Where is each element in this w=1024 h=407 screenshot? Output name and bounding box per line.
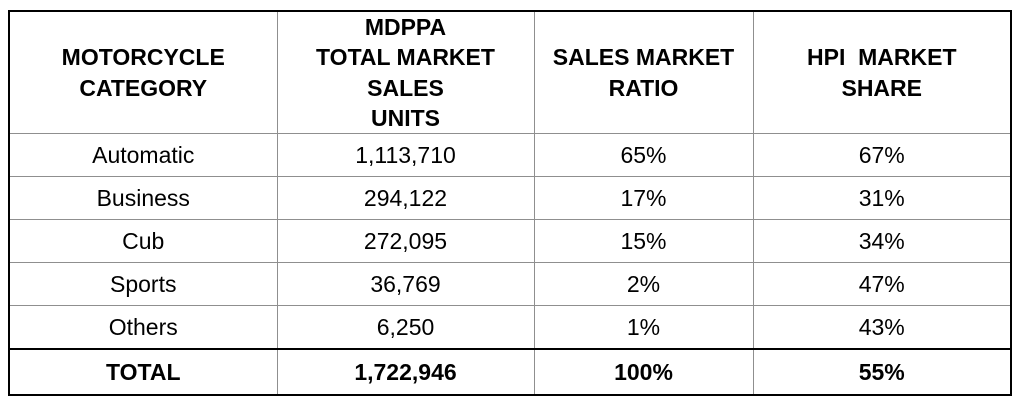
cell-category: Automatic xyxy=(8,133,278,178)
table-row-others: Others 6,250 1% 43% xyxy=(8,305,1012,350)
header-sales-market-ratio: SALES MARKET RATIO xyxy=(533,10,754,135)
motorcycle-sales-table: MOTORCYCLE CATEGORY MDPPA TOTAL MARKET S… xyxy=(8,10,1012,397)
cell-units: 294,122 xyxy=(276,176,535,221)
cell-category: Sports xyxy=(8,262,278,307)
table-row-total: TOTAL 1,722,946 100% 55% xyxy=(8,348,1012,396)
header-motorcycle-category: MOTORCYCLE CATEGORY xyxy=(8,10,278,135)
cell-units: 6,250 xyxy=(276,305,535,350)
cell-share: 43% xyxy=(752,305,1012,350)
table-row-cub: Cub 272,095 15% 34% xyxy=(8,219,1012,264)
cell-ratio: 15% xyxy=(533,219,754,264)
cell-total-label: TOTAL xyxy=(8,348,278,396)
header-hpi-market-share: HPI MARKET SHARE xyxy=(752,10,1012,135)
table-row-automatic: Automatic 1,113,710 65% 67% xyxy=(8,133,1012,178)
cell-units: 1,113,710 xyxy=(276,133,535,178)
table-row-sports: Sports 36,769 2% 47% xyxy=(8,262,1012,307)
cell-ratio: 1% xyxy=(533,305,754,350)
table-header-row: MOTORCYCLE CATEGORY MDPPA TOTAL MARKET S… xyxy=(8,10,1012,135)
header-mdppa-total-market-sales-units: MDPPA TOTAL MARKET SALES UNITS xyxy=(276,10,535,135)
cell-share: 34% xyxy=(752,219,1012,264)
cell-units: 36,769 xyxy=(276,262,535,307)
cell-total-units: 1,722,946 xyxy=(276,348,535,396)
cell-share: 67% xyxy=(752,133,1012,178)
cell-total-share: 55% xyxy=(752,348,1012,396)
cell-total-ratio: 100% xyxy=(533,348,754,396)
cell-ratio: 2% xyxy=(533,262,754,307)
cell-ratio: 17% xyxy=(533,176,754,221)
cell-category: Cub xyxy=(8,219,278,264)
cell-ratio: 65% xyxy=(533,133,754,178)
table-row-business: Business 294,122 17% 31% xyxy=(8,176,1012,221)
cell-share: 47% xyxy=(752,262,1012,307)
cell-category: Others xyxy=(8,305,278,350)
cell-category: Business xyxy=(8,176,278,221)
cell-share: 31% xyxy=(752,176,1012,221)
cell-units: 272,095 xyxy=(276,219,535,264)
